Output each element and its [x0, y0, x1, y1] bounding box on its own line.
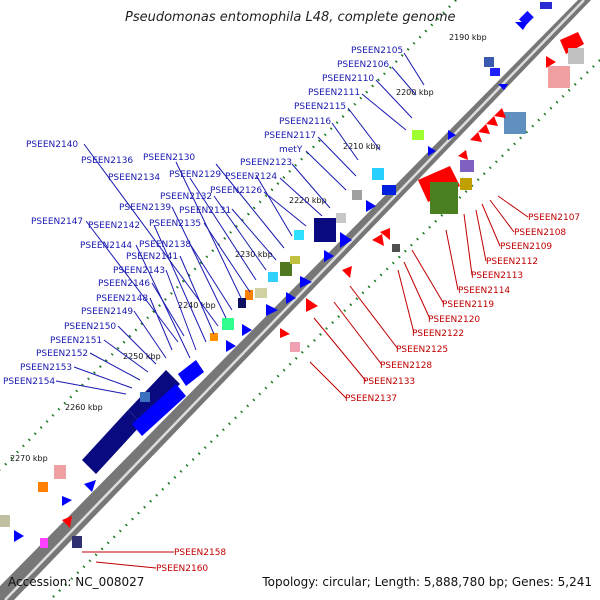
gene-label[interactable]: PSEEN2146 [98, 279, 150, 289]
accession-label: Accession: NC_008027 [8, 575, 144, 589]
gene-label[interactable]: PSEEN2138 [139, 240, 191, 250]
gene-label[interactable]: PSEEN2134 [108, 173, 160, 183]
gene-label[interactable]: PSEEN2108 [514, 228, 566, 238]
gene-label[interactable]: PSEEN2111 [308, 88, 360, 98]
plus-strand-features [0, 2, 552, 527]
gene-label[interactable]: PSEEN2114 [458, 286, 510, 296]
coordinate-ticks: 2190 kbp 2200 kbp 2210 kbp 2220 kbp 2230… [10, 33, 487, 463]
gene-label[interactable]: PSEEN2120 [428, 315, 480, 325]
gene-label[interactable]: PSEEN2123 [240, 158, 292, 168]
tick-label: 2260 kbp [65, 403, 103, 412]
gene-label[interactable]: PSEEN2153 [20, 363, 72, 373]
gene-label[interactable]: PSEEN2147 [31, 217, 83, 227]
tick-label: 2230 kbp [235, 250, 273, 259]
gene-label[interactable]: PSEEN2122 [412, 329, 464, 339]
gene-label[interactable]: PSEEN2154 [3, 377, 55, 387]
gene-label[interactable]: PSEEN2141 [126, 252, 178, 262]
gene-label[interactable]: PSEEN2119 [442, 300, 494, 310]
plus-strand-labels: PSEEN2105 PSEEN2106 PSEEN2110 PSEEN2111 … [3, 46, 425, 395]
tick-label: 2200 kbp [396, 88, 434, 97]
minus-strand-arrows [62, 56, 556, 528]
genome-summary: Topology: circular; Length: 5,888,780 bp… [261, 575, 592, 589]
gene-label[interactable]: PSEEN2133 [363, 377, 415, 387]
gene-label[interactable]: PSEEN2106 [337, 60, 389, 70]
tick-label: 2210 kbp [343, 142, 381, 151]
gene-label[interactable]: metY [279, 145, 303, 155]
gene-label[interactable]: PSEEN2132 [160, 192, 212, 202]
tick-label: 2270 kbp [10, 454, 48, 463]
gene-label[interactable]: PSEEN2137 [345, 394, 397, 404]
gene-label[interactable]: PSEEN2143 [113, 266, 165, 276]
backbone-highlight [4, 0, 585, 600]
gene-label[interactable]: PSEEN2130 [143, 153, 195, 163]
gene-label[interactable]: PSEEN2152 [36, 349, 88, 359]
gene-label[interactable]: PSEEN2144 [80, 241, 132, 251]
gene-label[interactable]: PSEEN2112 [486, 257, 538, 267]
gene-label[interactable]: PSEEN2150 [64, 322, 116, 332]
minus-strand-labels: PSEEN2107 PSEEN2108 PSEEN2109 PSEEN2112 … [82, 195, 580, 574]
tick-label: 2220 kbp [289, 196, 327, 205]
gene-label[interactable]: PSEEN2139 [119, 203, 171, 213]
gene-label[interactable]: PSEEN2149 [81, 307, 133, 317]
gene-label[interactable]: PSEEN2151 [50, 336, 102, 346]
gene-label[interactable]: PSEEN2128 [380, 361, 432, 371]
gene-label[interactable]: PSEEN2131 [179, 206, 231, 216]
gene-label[interactable]: PSEEN2125 [396, 345, 448, 355]
plus-strand-arrows [14, 22, 528, 542]
gene-label[interactable]: PSEEN2124 [225, 172, 277, 182]
map-title: Pseudomonas entomophila L48, complete ge… [125, 10, 456, 25]
gene-label[interactable]: PSEEN2109 [500, 242, 552, 252]
tick-label: 2250 kbp [123, 352, 161, 361]
gene-label[interactable]: PSEEN2160 [156, 564, 208, 574]
gene-label[interactable]: PSEEN2140 [26, 140, 78, 150]
gene-label[interactable]: PSEEN2129 [169, 170, 221, 180]
tick-label: 2190 kbp [449, 33, 487, 42]
gene-label[interactable]: PSEEN2115 [294, 102, 346, 112]
gene-label[interactable]: PSEEN2110 [322, 74, 374, 84]
tick-label: 2240 kbp [178, 301, 216, 310]
gene-label[interactable]: PSEEN2117 [264, 131, 316, 141]
gene-label[interactable]: PSEEN2136 [81, 156, 133, 166]
gene-label[interactable]: PSEEN2148 [96, 294, 148, 304]
gene-label[interactable]: PSEEN2113 [471, 271, 523, 281]
gene-label[interactable]: PSEEN2135 [149, 219, 201, 229]
gene-label[interactable]: PSEEN2126 [210, 186, 262, 196]
minus-strand-features [40, 32, 584, 548]
gene-label[interactable]: PSEEN2105 [351, 46, 403, 56]
gene-label[interactable]: PSEEN2116 [279, 117, 331, 127]
gene-label[interactable]: PSEEN2107 [528, 213, 580, 223]
gene-label[interactable]: PSEEN2142 [88, 221, 140, 231]
gene-label[interactable]: PSEEN2158 [174, 548, 226, 558]
